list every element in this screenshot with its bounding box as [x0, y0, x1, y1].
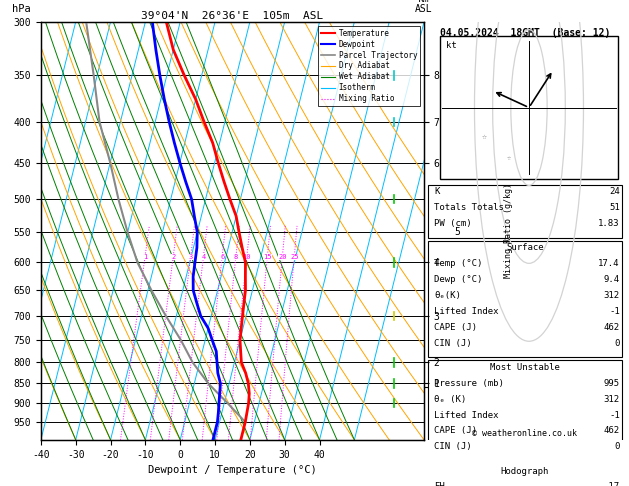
Text: Hodograph: Hodograph [501, 467, 549, 476]
Text: 10: 10 [243, 254, 251, 260]
Text: 3: 3 [189, 254, 192, 260]
Bar [428, 464, 622, 486]
Text: Totals Totals: Totals Totals [434, 203, 504, 212]
Text: 0: 0 [615, 442, 620, 451]
Text: θₑ (K): θₑ (K) [434, 395, 466, 404]
Text: 0: 0 [615, 339, 620, 347]
Text: -1: -1 [609, 307, 620, 316]
Text: 312: 312 [604, 395, 620, 404]
Text: 9.4: 9.4 [604, 275, 620, 284]
Bar [428, 185, 622, 238]
Text: 51: 51 [609, 203, 620, 212]
Text: Most Unstable: Most Unstable [490, 363, 560, 372]
Text: -17: -17 [604, 483, 620, 486]
Text: Dewp (°C): Dewp (°C) [434, 275, 482, 284]
Text: ☆: ☆ [482, 132, 487, 141]
Text: 20: 20 [278, 254, 287, 260]
Text: 24: 24 [609, 188, 620, 196]
Bar [440, 36, 618, 179]
Text: Pressure (mb): Pressure (mb) [434, 379, 504, 388]
Text: 17.4: 17.4 [598, 259, 620, 268]
Text: EH: EH [434, 483, 445, 486]
Text: Lifted Index: Lifted Index [434, 411, 499, 419]
Text: 15: 15 [263, 254, 272, 260]
Text: CAPE (J): CAPE (J) [434, 323, 477, 332]
Text: CIN (J): CIN (J) [434, 442, 472, 451]
Text: 6: 6 [220, 254, 225, 260]
Text: θₑ(K): θₑ(K) [434, 291, 461, 300]
Text: Surface: Surface [506, 243, 543, 252]
Title: 39°04'N  26°36'E  105m  ASL: 39°04'N 26°36'E 105m ASL [142, 11, 323, 21]
Text: -1: -1 [609, 411, 620, 419]
Text: ☆: ☆ [507, 155, 511, 161]
Text: 462: 462 [604, 323, 620, 332]
Text: 04.05.2024  18GMT  (Base: 12): 04.05.2024 18GMT (Base: 12) [440, 28, 610, 38]
Text: kt: kt [446, 41, 457, 50]
Text: Temp (°C): Temp (°C) [434, 259, 482, 268]
Text: © weatheronline.co.uk: © weatheronline.co.uk [472, 429, 577, 438]
Text: K: K [434, 188, 440, 196]
Text: 1.83: 1.83 [598, 219, 620, 228]
X-axis label: Dewpoint / Temperature (°C): Dewpoint / Temperature (°C) [148, 465, 317, 475]
Text: 995: 995 [604, 379, 620, 388]
Text: 462: 462 [604, 426, 620, 435]
Text: CAPE (J): CAPE (J) [434, 426, 477, 435]
Bar [428, 361, 622, 461]
Text: PW (cm): PW (cm) [434, 219, 472, 228]
Text: hPa: hPa [12, 3, 31, 14]
Text: Lifted Index: Lifted Index [434, 307, 499, 316]
Text: LCL: LCL [430, 383, 443, 392]
Bar [428, 241, 622, 357]
Text: Mixing Ratio (g/kg): Mixing Ratio (g/kg) [504, 183, 513, 278]
Text: 25: 25 [290, 254, 299, 260]
Text: 8: 8 [234, 254, 238, 260]
Legend: Temperature, Dewpoint, Parcel Trajectory, Dry Adiabat, Wet Adiabat, Isotherm, Mi: Temperature, Dewpoint, Parcel Trajectory… [318, 26, 420, 106]
Text: km
ASL: km ASL [415, 0, 433, 14]
Text: 5: 5 [455, 227, 460, 237]
Text: 4: 4 [201, 254, 206, 260]
Text: 2: 2 [171, 254, 175, 260]
Text: CIN (J): CIN (J) [434, 339, 472, 347]
Text: 312: 312 [604, 291, 620, 300]
Text: 1: 1 [143, 254, 147, 260]
